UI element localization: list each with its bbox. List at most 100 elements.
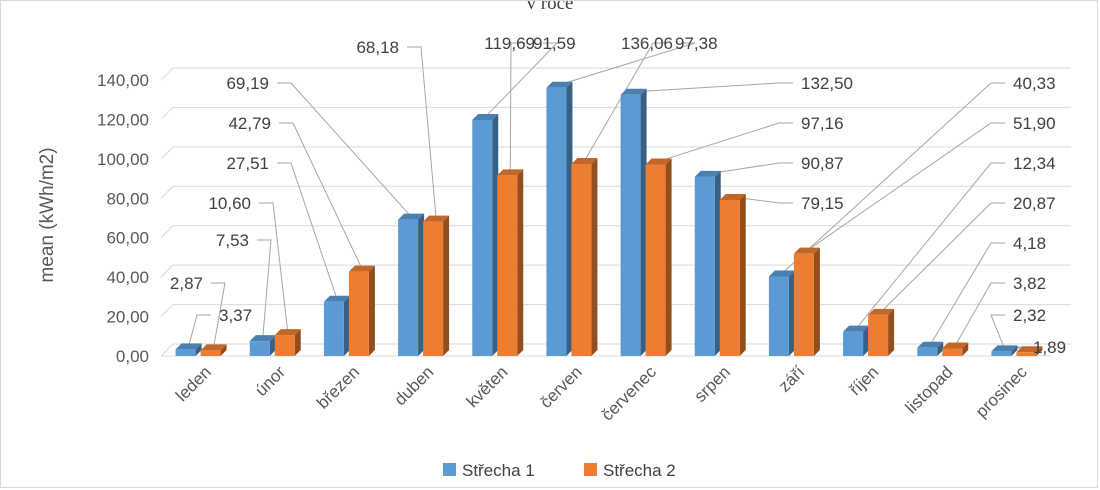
legend: Střecha 1 Střecha 2 [443,461,676,480]
data-label: 136,06 [621,34,673,53]
leader-line [855,162,1005,329]
leader-line [509,42,525,173]
data-label: 20,87 [1013,194,1056,213]
data-label: 91,59 [533,34,576,53]
legend-label-strecha-2: Střecha 2 [603,461,676,480]
bar-top [719,193,746,200]
bar-top [323,295,350,302]
bar-side [937,341,944,356]
bar-side [294,329,301,356]
bar-side [1036,346,1043,356]
y-axis-title: mean (kWh/m2) [37,147,58,282]
y-tick-label: 100,00 [97,150,149,169]
data-label: 51,90 [1013,114,1056,133]
data-label: 10,60 [208,194,251,213]
bar-top [645,158,672,165]
leader-line [583,42,667,162]
bar [719,199,740,356]
leader-line [633,82,793,93]
x-category-label: leden [172,362,215,405]
leader-line [990,314,1005,349]
y-tick-label: 120,00 [97,110,149,129]
bar-top [991,345,1018,352]
data-label: 27,51 [226,154,269,173]
bar-top [768,270,795,277]
bar-side [343,295,350,356]
data-label: 40,33 [1013,74,1056,93]
gridline-depth [160,107,174,120]
x-category-label: květen [463,362,512,411]
bar-top [546,81,573,88]
bar [398,219,419,356]
bar-side [888,308,895,356]
bar [175,349,196,356]
data-label: 42,79 [228,114,271,133]
bar [768,276,789,356]
data-label-leader-lines [188,42,1030,350]
data-label: 12,34 [1013,154,1056,173]
bar-side [640,88,647,357]
bar-side [368,265,375,356]
bar [868,314,889,356]
bar-side [517,169,524,356]
bar-top [694,170,721,177]
bar [571,164,592,356]
bar [497,175,518,356]
bar-top [497,169,524,176]
bar-top [868,308,895,315]
leader-line [732,196,793,204]
leader-line [929,242,1005,346]
y-tick-label: 40,00 [106,268,149,287]
leader-line [277,162,338,299]
bar [917,347,938,356]
bar [793,253,814,356]
leader-line [257,239,272,339]
bar [249,341,270,356]
bars [175,81,1043,357]
bar [694,176,715,356]
leader-line [407,46,437,219]
y-axis-ticks: 0,00 20,00 40,00 60,00 80,00 100,00 120,00 140,… [97,71,149,366]
bar-top [175,343,202,350]
gridline-depth [160,225,174,239]
gridline-depth [160,343,174,357]
bar-top [1016,346,1043,353]
x-axis-categories: leden únor březen duben květen červen červenec… [172,362,1031,425]
bar [274,335,295,356]
bar-top [274,329,301,336]
bar-top [423,215,450,222]
leader-line [880,202,1005,313]
bar-side [813,247,820,356]
x-category-label: srpen [691,362,735,406]
bar-side [195,343,202,356]
bar [645,164,666,356]
bar [1016,352,1037,356]
y-tick-label: 0,00 [116,347,149,366]
data-label: 119,69 [484,34,535,53]
bar [472,120,493,357]
bar-top [793,247,820,254]
y-tick-label: 20,00 [106,308,149,327]
bar-side [739,193,746,356]
data-label: 3,37 [219,306,252,325]
bar-top [249,335,276,342]
bar-side [220,344,227,356]
y-tick-label: 80,00 [106,189,149,208]
data-labels: 3,37 2,87 7,53 10,60 27,51 42,79 69,19 68,18 119… [170,34,1066,357]
x-category-label: červen [536,362,586,412]
x-category-label: duben [391,362,438,409]
bar-top [917,341,944,348]
legend-swatch-strecha-2 [584,463,597,476]
bar-top [571,158,598,165]
x-category-label: listopad [902,362,957,417]
data-label: 4,18 [1013,234,1046,253]
bar-side [269,335,276,356]
bar-side [863,325,870,356]
data-label: 79,15 [801,194,844,213]
data-label: 3,82 [1013,274,1046,293]
bar-side [492,114,499,357]
gridline-depth [160,146,174,160]
bar-side [1011,345,1018,356]
